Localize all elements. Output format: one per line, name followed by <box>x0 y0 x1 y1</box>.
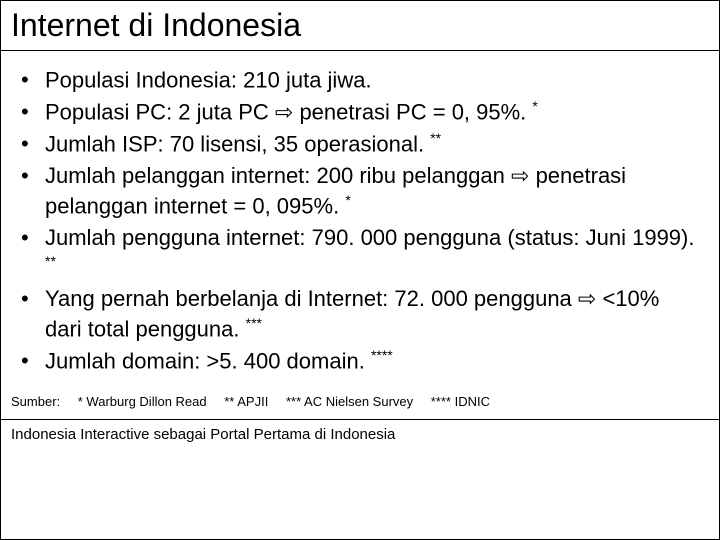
list-item: Jumlah ISP: 70 lisensi, 35 operasional. … <box>45 129 701 159</box>
page-title: Internet di Indonesia <box>11 7 709 44</box>
bullet-text: Jumlah pengguna internet: 790. 000 pengg… <box>45 225 694 250</box>
source-item: **** IDNIC <box>431 394 490 409</box>
footnote-marker: * <box>532 98 537 114</box>
footnote-marker: * <box>345 192 350 208</box>
footnote-marker: *** <box>246 315 262 331</box>
source-item: ** APJII <box>224 394 268 409</box>
sources-line: Sumber: * Warburg Dillon Read ** APJII *… <box>1 386 719 419</box>
bullet-text: Yang pernah berbelanja di Internet: 72. … <box>45 286 659 341</box>
bullet-text: Populasi PC: 2 juta PC ⇨ penetrasi PC = … <box>45 99 526 124</box>
bullet-list: Populasi Indonesia: 210 juta jiwa. Popul… <box>45 65 701 376</box>
list-item: Populasi PC: 2 juta PC ⇨ penetrasi PC = … <box>45 97 701 127</box>
bullet-text: Jumlah ISP: 70 lisensi, 35 operasional. <box>45 131 424 156</box>
source-item: *** AC Nielsen Survey <box>286 394 413 409</box>
list-item: Jumlah pengguna internet: 790. 000 pengg… <box>45 223 701 283</box>
sources-label: Sumber: <box>11 394 60 409</box>
footer-text: Indonesia Interactive sebagai Portal Per… <box>1 419 719 449</box>
footnote-marker: **** <box>371 347 393 363</box>
bullet-text: Populasi Indonesia: 210 juta jiwa. <box>45 67 372 92</box>
footnote-marker: ** <box>45 253 56 269</box>
bullet-text: Jumlah pelanggan internet: 200 ribu pela… <box>45 163 626 218</box>
list-item: Jumlah pelanggan internet: 200 ribu pela… <box>45 161 701 221</box>
footnote-marker: ** <box>430 130 441 146</box>
list-item: Jumlah domain: >5. 400 domain. **** <box>45 346 701 376</box>
source-item: * Warburg Dillon Read <box>78 394 207 409</box>
list-item: Yang pernah berbelanja di Internet: 72. … <box>45 284 701 344</box>
list-item: Populasi Indonesia: 210 juta jiwa. <box>45 65 701 95</box>
content-area: Populasi Indonesia: 210 juta jiwa. Popul… <box>1 51 719 386</box>
bullet-text: Jumlah domain: >5. 400 domain. <box>45 348 365 373</box>
title-bar: Internet di Indonesia <box>1 1 719 51</box>
